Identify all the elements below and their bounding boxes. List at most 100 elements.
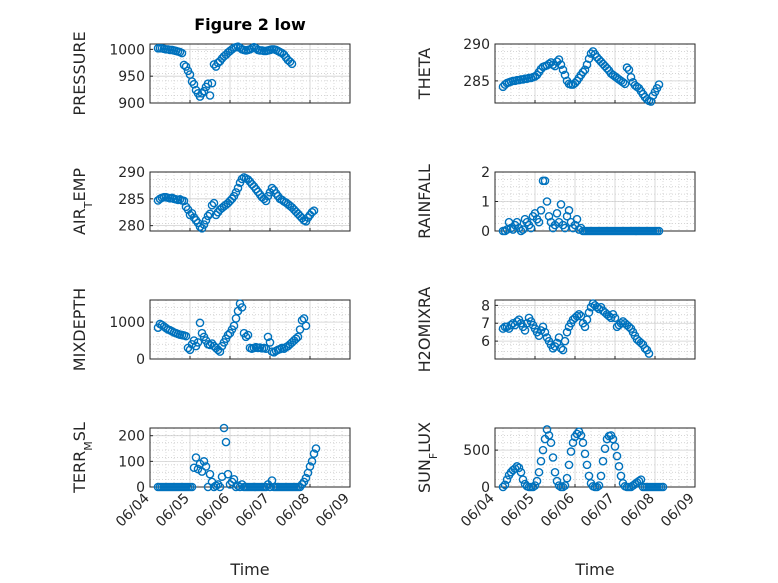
data-point	[219, 423, 229, 433]
data-point	[578, 438, 588, 448]
data-point	[574, 310, 584, 319]
data-point	[578, 67, 588, 77]
x-tick-label: 06/09	[658, 491, 698, 531]
data-point	[522, 318, 532, 328]
y-axis-label: H2OMIXRA	[415, 287, 434, 373]
data-point	[261, 482, 271, 492]
data-point	[634, 476, 644, 486]
data-point	[558, 65, 568, 75]
data-point	[518, 475, 528, 484]
data-point	[626, 72, 636, 82]
data-point	[193, 338, 203, 347]
y-tick-label: 6	[481, 334, 490, 350]
data-point	[550, 61, 560, 71]
data-point	[556, 60, 566, 69]
subplot-1: 900 950 1000 PRESSURE	[70, 31, 351, 116]
data-point	[544, 211, 554, 221]
data-point	[592, 482, 602, 492]
data-point	[572, 429, 582, 439]
data-point	[187, 208, 197, 218]
data-point	[291, 334, 301, 344]
data-point	[223, 330, 233, 340]
data-point	[560, 70, 570, 80]
data-point	[552, 338, 562, 348]
y-axis-label: TERRMSL	[70, 422, 95, 494]
data-point	[596, 471, 606, 481]
data-point	[554, 333, 564, 342]
y-tick-label: 0	[136, 480, 145, 496]
data-point	[181, 62, 191, 71]
data-point	[506, 320, 516, 330]
data-point	[550, 467, 560, 477]
data-point	[233, 481, 243, 491]
y-axis-label: AIRTEMP	[70, 168, 95, 235]
data-point	[199, 86, 209, 96]
data-point	[187, 482, 197, 492]
data-point	[301, 473, 311, 483]
data-point	[199, 457, 209, 466]
data-point	[181, 331, 191, 341]
data-point	[572, 214, 582, 224]
subplot-6: 6 7 8 H2OMIXRA	[415, 287, 696, 373]
data-point	[556, 343, 566, 353]
data-point	[177, 48, 187, 58]
data-point	[572, 311, 582, 321]
data-point	[554, 55, 564, 64]
data-point	[546, 438, 556, 448]
data-point	[564, 460, 574, 470]
data-point	[568, 438, 578, 448]
data-point	[540, 176, 550, 186]
x-tick-label: 06/05	[498, 491, 538, 531]
data-point	[233, 183, 243, 193]
data-point	[229, 475, 239, 484]
y-tick-label: 500	[463, 443, 490, 459]
data-point	[209, 198, 219, 208]
data-point	[604, 311, 614, 321]
subplot-4: 0 1 2 RAINFALL	[415, 164, 696, 240]
x-tick-label: 06/06	[193, 490, 233, 530]
data-point	[564, 206, 574, 215]
data-point	[658, 482, 668, 492]
x-tick-label: 06/06	[538, 490, 578, 530]
data-point	[518, 225, 528, 234]
data-point	[594, 481, 604, 490]
data-point	[508, 225, 518, 234]
subplot-7: 0 100 200 06/04 06/05 06/06 06/07 06/08 06/09 TER…	[70, 422, 353, 530]
data-point	[237, 303, 247, 312]
data-point	[562, 473, 572, 483]
y-tick-label: 0	[481, 224, 490, 240]
subplot-8: 0 500 06/04 06/05 06/06 06/07 06/08 06/09 SUNFLU…	[415, 422, 698, 530]
x-tick-label: 06/07	[233, 491, 273, 531]
y-tick-label: 290	[463, 37, 490, 53]
data-point	[189, 336, 199, 345]
axes-frame	[494, 43, 696, 104]
data-point	[203, 79, 213, 88]
data-point	[265, 338, 275, 347]
data-point	[512, 217, 522, 227]
data-point	[237, 174, 247, 184]
data-point	[179, 196, 189, 206]
data-point	[586, 49, 596, 58]
data-point	[624, 322, 634, 332]
data-point	[287, 59, 297, 69]
subplot-5: 0 1000 MIXDEPTH	[70, 288, 351, 371]
data-point	[622, 63, 632, 72]
x-axis-label-right: Time	[574, 560, 614, 579]
y-tick-label: 0	[481, 480, 490, 496]
y-axis-label: RAINFALL	[415, 164, 434, 239]
data-point	[213, 480, 223, 489]
data-point	[542, 197, 552, 206]
data-point	[534, 467, 544, 477]
data-point	[285, 57, 295, 67]
x-tick-label: 06/04	[458, 490, 498, 530]
y-axis-label: SUNFLUX	[415, 422, 440, 493]
data-point	[540, 327, 550, 337]
data-point	[528, 482, 538, 492]
subplot-2: 285 290 THETA	[415, 37, 696, 106]
data-point	[297, 480, 307, 489]
data-point	[560, 336, 570, 346]
data-point	[211, 481, 221, 491]
data-point	[512, 462, 522, 471]
data-point	[582, 60, 592, 69]
y-tick-label: 950	[118, 69, 145, 85]
